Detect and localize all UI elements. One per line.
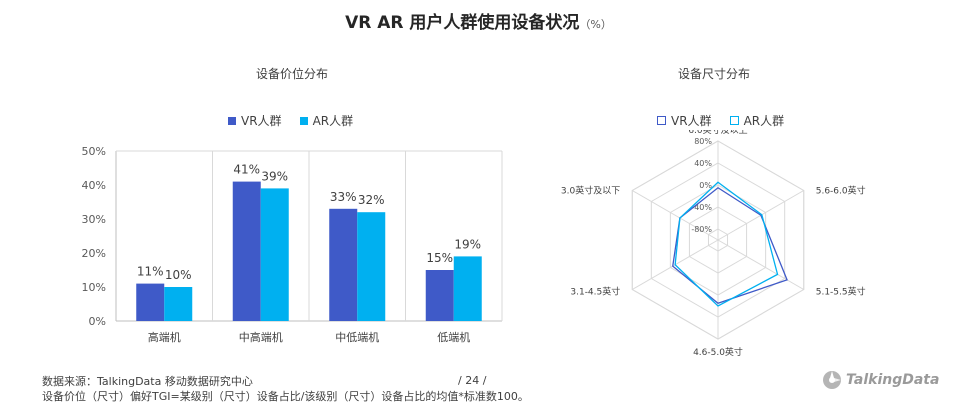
legend-swatch-ar [299, 116, 308, 125]
bar-ar [260, 188, 289, 321]
radar-category-label: 4.6-5.0英寸 [693, 346, 743, 358]
radar-tick-label: 0% [699, 181, 712, 190]
legend-swatch-vr-radar [657, 116, 666, 125]
bar-ar [453, 256, 482, 321]
bar-data-label: 10% [165, 268, 192, 282]
footer: 数据来源：TalkingData 移动数据研究中心 设备价位（尺寸）偏好TGI=… [42, 374, 529, 404]
price-chart-legend: VR人群 AR人群 [228, 112, 371, 129]
y-tick-label: 10% [82, 281, 106, 294]
legend-label-ar-radar: AR人群 [743, 114, 785, 128]
legend-label-ar: AR人群 [312, 114, 354, 128]
radar-series-ar [674, 181, 779, 307]
data-source: 数据来源：TalkingData 移动数据研究中心 [42, 375, 253, 388]
y-tick-label: 0% [89, 315, 106, 328]
bar-vr [136, 283, 165, 321]
page-number: / 24 / [458, 374, 487, 387]
legend-label-vr-radar: VR人群 [671, 114, 712, 128]
radar-tick-label: -40% [691, 203, 712, 212]
radar-category-label: 3.1-4.5英寸 [570, 286, 620, 298]
page-title: VR AR 用户人群使用设备状况（%） [0, 8, 957, 33]
legend-swatch-vr [228, 116, 236, 125]
radar-category-label: 6.0英寸及以上 [688, 130, 747, 136]
radar-tick-label: 40% [694, 159, 712, 168]
bar-vr [425, 270, 454, 321]
talkingdata-logo-icon [823, 371, 841, 389]
bar-data-label: 33% [330, 190, 357, 204]
y-tick-label: 50% [82, 145, 106, 158]
bar-data-label: 32% [358, 193, 385, 207]
bar-vr [232, 181, 261, 321]
y-tick-label: 40% [82, 179, 106, 192]
radar-category-label: 5.6-6.0英寸 [816, 185, 866, 197]
legend-item-ar: AR人群 [299, 112, 354, 129]
radar-tick-label: -80% [691, 225, 712, 234]
bar-data-label: 15% [426, 251, 453, 265]
legend-item-ar-radar: AR人群 [729, 112, 785, 129]
bar-data-label: 11% [137, 265, 164, 279]
radar-tick-label: 80% [694, 137, 712, 146]
radar-spoke [717, 239, 804, 290]
bar-ar [357, 212, 386, 321]
talkingdata-logo: TalkingData [822, 370, 939, 390]
logo-text: TalkingData [846, 372, 940, 388]
bar-vr [329, 208, 358, 321]
radar-category-label: 5.1-5.5英寸 [816, 286, 866, 298]
size-chart-legend: VR人群 AR人群 [657, 112, 802, 129]
x-tick-label: 低端机 [437, 330, 470, 344]
bar-ar [164, 287, 193, 321]
radar-category-label: 3.0英寸及以下 [561, 185, 620, 197]
tgi-note: 设备价位（尺寸）偏好TGI=某级别（尺寸）设备占比/该级别（尺寸）设备占比的均值… [42, 390, 529, 403]
legend-swatch-ar-radar [729, 116, 739, 125]
x-tick-label: 中高端机 [239, 330, 283, 344]
legend-label-vr: VR人群 [241, 114, 282, 128]
bar-data-label: 41% [233, 163, 260, 177]
y-tick-label: 20% [82, 247, 106, 260]
y-tick-label: 30% [82, 213, 106, 226]
legend-item-vr-radar: VR人群 [657, 112, 712, 129]
bar-data-label: 19% [454, 237, 481, 251]
radar-spoke [632, 190, 719, 241]
x-tick-label: 高端机 [148, 330, 181, 344]
x-tick-label: 中低端机 [335, 330, 379, 344]
price-chart-title: 设备价位分布 [256, 67, 329, 81]
size-chart-title: 设备尺寸分布 [678, 67, 751, 81]
legend-item-vr: VR人群 [228, 112, 282, 129]
size-radar-chart: 80% 40% 0% -40% -80% 6.0英寸及以上 5.6-6.0英寸 5.1-5.5… [561, 130, 866, 358]
page-title-unit: （%） [579, 18, 612, 31]
page-title-text: VR AR 用户人群使用设备状况 [345, 13, 580, 33]
bar-data-label: 39% [261, 169, 288, 183]
